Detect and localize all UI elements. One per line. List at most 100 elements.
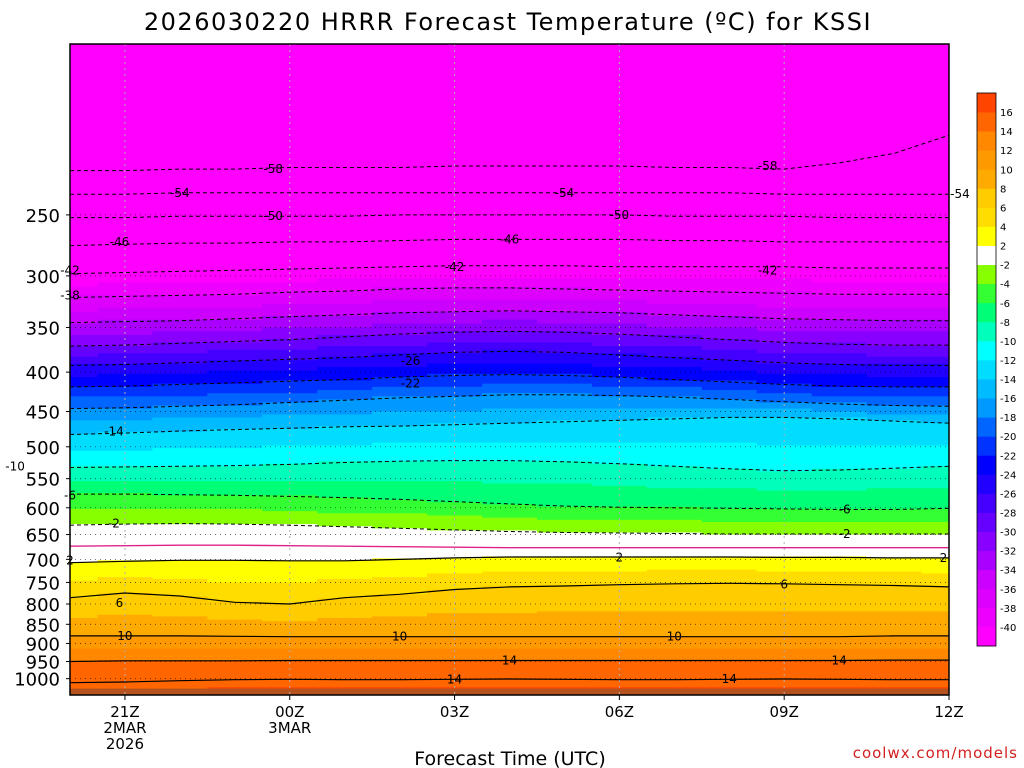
temperature-cell — [372, 578, 428, 582]
temperature-cell — [152, 426, 208, 430]
temperature-cell — [317, 353, 373, 358]
temperature-cell — [591, 682, 648, 684]
temperature-cell — [207, 478, 263, 482]
temperature-cell — [372, 642, 428, 645]
temperature-cell — [591, 657, 648, 660]
temperature-cell — [921, 517, 949, 521]
temperature-cell — [921, 431, 949, 436]
temperature-cell — [97, 181, 154, 188]
temperature-cell — [646, 273, 703, 279]
temperature-cell — [482, 554, 538, 558]
temperature-cell — [921, 303, 949, 309]
temperature-cell — [591, 307, 648, 313]
temperature-cell — [70, 554, 99, 558]
temperature-cell — [536, 250, 593, 256]
temperature-cell — [866, 273, 923, 279]
temperature-cell — [646, 587, 703, 591]
temperature-cell — [811, 136, 868, 145]
temperature-cell — [811, 645, 868, 648]
temperature-cell — [317, 383, 373, 388]
temperature-cell — [482, 393, 538, 397]
temperature-cell — [482, 273, 538, 279]
temperature-cell — [427, 629, 483, 632]
temperature-cell — [372, 269, 428, 275]
temperature-cell — [866, 235, 923, 242]
temperature-cell — [866, 664, 923, 667]
temperature-cell — [482, 461, 538, 465]
contour-value-label: 6 — [780, 578, 788, 592]
temperature-cell — [317, 458, 373, 462]
temperature-cell — [152, 544, 208, 548]
temperature-cell — [701, 123, 758, 131]
temperature-cell — [646, 645, 703, 648]
temperature-cell — [646, 481, 703, 485]
temperature-cell — [811, 471, 868, 475]
temperature-cell — [70, 519, 99, 523]
temperature-cell — [427, 562, 483, 565]
temperature-cell — [646, 567, 703, 571]
temperature-cell — [152, 552, 208, 556]
temperature-cell — [317, 530, 373, 534]
temperature-cell — [207, 614, 263, 617]
temperature-cell — [262, 485, 318, 489]
temperature-cell — [701, 402, 758, 407]
isotherm-line — [70, 350, 949, 366]
temperature-cell — [482, 540, 538, 544]
temperature-cell — [866, 466, 923, 470]
temperature-cell — [591, 485, 648, 489]
temperature-cell — [207, 534, 263, 538]
temperature-cell — [372, 471, 428, 475]
temperature-cell — [921, 286, 949, 292]
temperature-cell — [97, 652, 154, 655]
temperature-cell — [317, 542, 373, 546]
temperature-cell — [152, 123, 208, 131]
temperature-cell — [317, 546, 373, 550]
temperature-cell — [591, 466, 648, 470]
temperature-cell — [317, 408, 373, 413]
temperature-cell — [811, 599, 868, 603]
temperature-cell — [756, 654, 813, 657]
temperature-cell — [536, 591, 593, 594]
temperature-cell — [70, 396, 99, 401]
temperature-cell — [482, 136, 538, 145]
temperature-cell — [536, 575, 593, 578]
temperature-cell — [207, 692, 263, 695]
temperature-cell — [262, 609, 318, 613]
temperature-cell — [811, 440, 868, 444]
temperature-cell — [591, 591, 648, 594]
temperature-cell — [152, 363, 208, 368]
temperature-cell — [646, 627, 703, 630]
temperature-cell — [317, 587, 373, 591]
temperature-cell — [152, 632, 208, 635]
temperature-cell — [207, 162, 263, 170]
temperature-cell — [427, 437, 483, 441]
temperature-cell — [866, 644, 923, 647]
temperature-cell — [207, 411, 263, 416]
temperature-cell — [921, 571, 949, 574]
temperature-cell — [701, 214, 758, 221]
temperature-cell — [427, 654, 483, 657]
colorbar-swatch — [977, 226, 996, 246]
temperature-cell — [70, 619, 99, 622]
temperature-cell — [756, 552, 813, 556]
temperature-cell — [866, 269, 923, 275]
temperature-cell — [70, 687, 99, 690]
temperature-cell — [262, 633, 318, 636]
temperature-cell — [646, 680, 703, 683]
temperature-cell — [866, 468, 923, 472]
temperature-cell — [372, 619, 428, 622]
temperature-cell — [317, 175, 373, 182]
temperature-cell — [427, 327, 483, 332]
temperature-cell — [976, 674, 1024, 676]
temperature-cell — [646, 437, 703, 441]
temperature-cell — [866, 534, 923, 538]
temperature-cell — [921, 399, 949, 404]
temperature-cell — [811, 485, 868, 489]
temperature-cell — [70, 672, 99, 675]
temperature-cell — [646, 245, 703, 252]
temperature-cell — [811, 627, 868, 630]
temperature-cell — [701, 606, 758, 609]
temperature-cell — [811, 386, 868, 391]
temperature-cell — [482, 648, 538, 651]
temperature-cell — [152, 269, 208, 275]
